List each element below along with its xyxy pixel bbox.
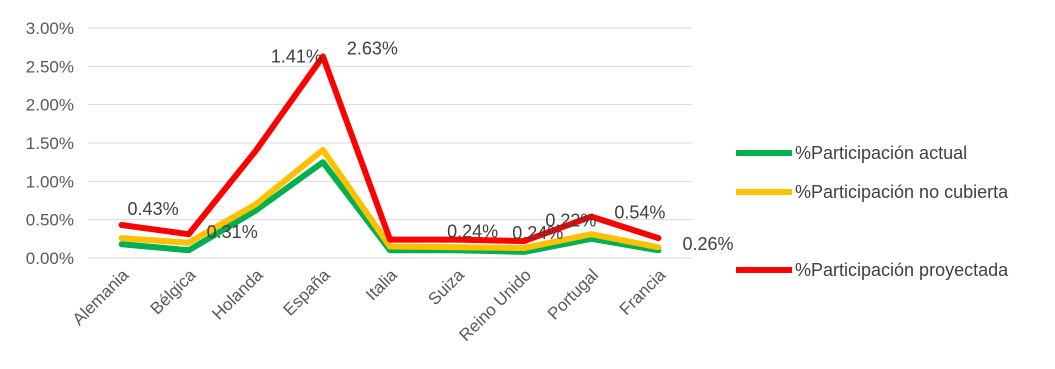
data-label: 0.31% bbox=[207, 222, 258, 242]
series-line-3 bbox=[118, 53, 662, 245]
data-label: 1.41% bbox=[271, 46, 322, 66]
x-tick-label: Reino Unido bbox=[455, 265, 535, 345]
data-label: 0.26% bbox=[682, 234, 733, 254]
x-tick-label: Holanda bbox=[208, 265, 267, 324]
y-tick-label: 1.00% bbox=[26, 172, 74, 191]
y-tick-label: 2.50% bbox=[26, 57, 74, 76]
data-labels: 0.43%0.31%1.41% 2.63%0.24% 0.24%0.22% 0.54%… bbox=[128, 38, 734, 254]
legend-label: %Participación no cubierta bbox=[795, 182, 1009, 202]
data-label: 0.24% bbox=[447, 222, 498, 242]
series-lines bbox=[118, 53, 662, 255]
x-tick-label: Alemania bbox=[69, 265, 133, 329]
legend-label: %Participación actual bbox=[795, 143, 967, 163]
y-tick-label: 2.00% bbox=[26, 96, 74, 115]
y-tick-label: 3.00% bbox=[26, 19, 74, 38]
series-line-2 bbox=[118, 146, 662, 251]
y-tick-label: 0.00% bbox=[26, 249, 74, 268]
y-axis-tick-labels: 0.00% 0.50% 1.00% 1.50% 2.00% 2.50% 3.00% bbox=[26, 19, 74, 268]
data-label: 0.43% bbox=[128, 199, 179, 219]
legend-label: %Participación proyectada bbox=[795, 260, 1009, 280]
x-tick-label: España bbox=[280, 265, 335, 320]
data-label: 0.22% bbox=[545, 211, 596, 231]
x-tick-label: Francia bbox=[616, 265, 670, 319]
series-line-1 bbox=[118, 159, 662, 255]
y-tick-label: 1.50% bbox=[26, 134, 74, 153]
gridlines bbox=[88, 27, 692, 259]
data-label: 2.63% bbox=[347, 38, 398, 58]
x-tick-label: Suiza bbox=[424, 265, 468, 309]
x-tick-label: Portugal bbox=[544, 265, 602, 323]
legend: %Participación actual %Participación no c… bbox=[736, 143, 1009, 280]
data-label: 0.24% bbox=[512, 223, 563, 243]
x-tick-label: Italia bbox=[362, 265, 401, 304]
x-tick-label: Bélgica bbox=[147, 265, 200, 318]
data-label: 0.54% bbox=[614, 203, 665, 223]
x-axis-tick-labels: Alemania Bélgica Holanda España Italia SuizaR… bbox=[69, 265, 670, 345]
y-tick-label: 0.50% bbox=[26, 211, 74, 230]
